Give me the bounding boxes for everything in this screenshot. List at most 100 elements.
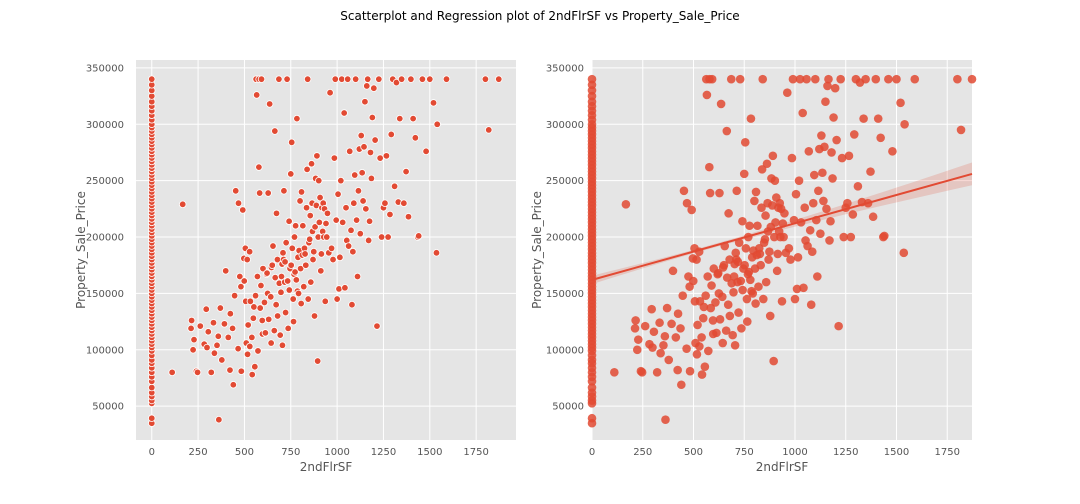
data-point	[817, 131, 826, 140]
data-point	[368, 113, 377, 122]
data-point	[304, 295, 312, 303]
data-point	[310, 247, 318, 256]
data-point	[750, 196, 759, 206]
data-point	[813, 272, 822, 281]
data-point	[737, 324, 746, 333]
data-point	[759, 294, 768, 304]
data-point	[390, 182, 399, 190]
data-point	[344, 242, 353, 250]
data-point	[332, 216, 340, 224]
data-point	[587, 383, 597, 392]
data-point	[203, 343, 211, 352]
data-point	[716, 99, 726, 109]
data-point	[827, 148, 836, 157]
data-point	[701, 291, 710, 300]
data-point	[678, 291, 688, 300]
data-point	[234, 199, 243, 207]
data-point	[699, 302, 709, 312]
data-point	[213, 341, 221, 349]
data-point	[282, 238, 290, 247]
data-point	[780, 209, 789, 218]
data-point	[705, 188, 715, 198]
data-point	[226, 310, 235, 318]
data-point	[726, 74, 736, 84]
data-point	[787, 153, 797, 163]
data-point	[703, 272, 713, 281]
data-point	[179, 200, 187, 209]
data-point	[659, 340, 668, 350]
data-point	[676, 324, 685, 333]
data-point	[270, 326, 278, 335]
plot-background	[136, 60, 516, 440]
data-point	[758, 74, 768, 84]
data-point	[742, 317, 752, 326]
data-point	[682, 198, 692, 208]
data-point	[261, 329, 270, 337]
regression-line	[591, 172, 973, 281]
data-point	[272, 209, 281, 218]
data-point	[281, 308, 290, 317]
data-point	[808, 198, 818, 208]
data-point	[687, 205, 696, 215]
data-point	[370, 84, 378, 92]
data-point	[365, 217, 374, 225]
data-point	[734, 308, 743, 317]
data-point	[248, 370, 256, 379]
data-point	[830, 83, 840, 93]
data-point	[967, 74, 977, 84]
data-point	[679, 186, 689, 196]
data-point	[236, 272, 244, 281]
data-point	[246, 297, 255, 306]
data-point	[251, 363, 259, 371]
data-point	[303, 165, 311, 174]
data-point	[226, 366, 234, 374]
data-point	[361, 98, 369, 106]
data-point	[822, 204, 831, 214]
data-point	[779, 232, 788, 242]
data-point	[751, 187, 761, 197]
data-point	[746, 114, 756, 123]
data-point	[637, 368, 647, 377]
x-tick-label: 1000	[782, 447, 807, 458]
data-point	[792, 284, 802, 294]
data-point	[722, 126, 732, 136]
data-point	[757, 165, 767, 174]
data-point	[303, 75, 312, 83]
data-point	[707, 281, 716, 290]
data-point	[224, 333, 233, 342]
data-point	[263, 269, 271, 277]
data-point	[313, 357, 322, 365]
data-points	[148, 75, 503, 427]
data-point	[321, 297, 329, 306]
data-point	[300, 282, 308, 291]
data-point	[414, 232, 423, 240]
data-point	[333, 295, 341, 303]
data-point	[818, 168, 827, 178]
data-point	[350, 199, 358, 207]
data-point	[353, 272, 362, 281]
data-point	[280, 187, 288, 195]
data-point	[844, 151, 854, 161]
data-point	[358, 169, 366, 177]
y-tick-label: 100000	[546, 345, 584, 356]
data-point	[360, 143, 368, 151]
data-point	[271, 127, 279, 135]
data-point	[148, 75, 156, 83]
data-point	[746, 275, 755, 285]
data-point	[736, 276, 746, 286]
data-point	[364, 236, 373, 245]
data-point	[256, 304, 264, 312]
data-point	[288, 138, 296, 147]
data-point	[338, 218, 347, 227]
data-point	[356, 229, 364, 238]
data-point	[692, 255, 701, 264]
data-point	[331, 75, 339, 83]
data-point	[329, 255, 337, 264]
data-points	[587, 74, 977, 428]
data-point	[222, 267, 230, 275]
data-point	[248, 333, 256, 342]
data-point	[243, 350, 252, 359]
data-point	[237, 367, 245, 375]
data-point	[802, 74, 811, 84]
